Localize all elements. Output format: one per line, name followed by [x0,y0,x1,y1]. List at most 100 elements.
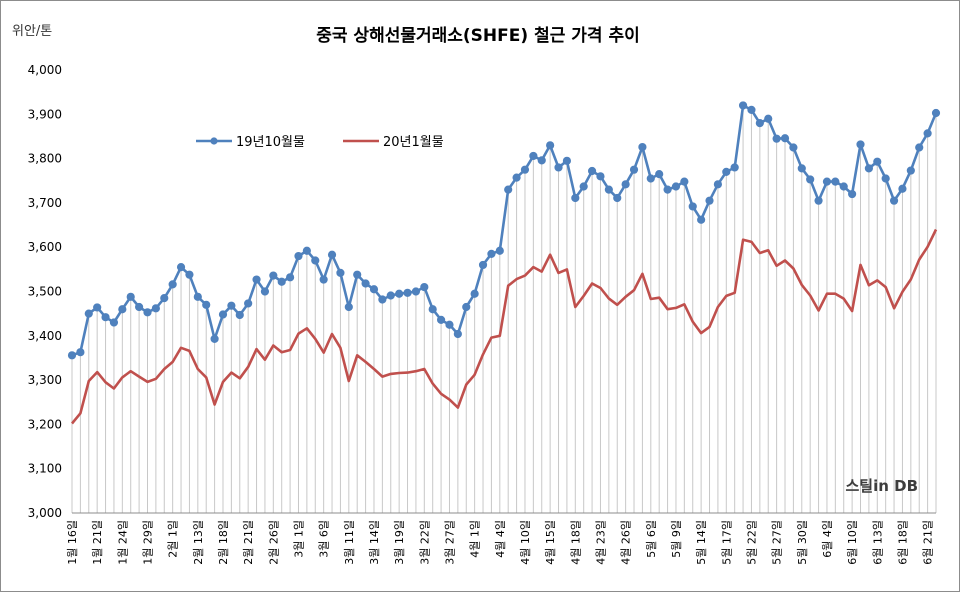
x-tick-label: 5월 17일 [719,520,733,565]
series-1-point [327,250,337,259]
series-1-point [822,177,832,186]
series-1-point [118,305,127,314]
series-1-point [478,260,488,270]
x-tick-label: 4월 10일 [518,520,532,565]
series-1-point [931,108,941,118]
series-1-point [814,196,823,205]
series-1-point [403,288,412,297]
series-1-point [571,193,580,203]
series-1-point [411,287,421,296]
series-1-point [529,151,538,161]
series-1-point [218,310,228,319]
series-1-point [386,291,395,300]
series-1-point [755,119,764,128]
series-1-point [353,270,362,279]
series-1-point [302,246,311,255]
series-1-point [621,180,630,189]
x-tick-label: 1월 24일 [115,520,129,565]
x-tick-label: 5월 6일 [644,520,658,558]
series-1-point [848,189,857,199]
series-1-point [604,185,613,194]
x-tick-label: 6월 4일 [820,520,834,558]
x-tick-label: 5월 30일 [795,520,809,565]
series-1-point [738,101,748,110]
x-tick-label: 3월 14일 [367,520,381,565]
series-1-point [160,294,169,303]
series-1-point [839,182,848,191]
x-tick-label: 1월 16일 [65,520,79,565]
series-1-point [546,141,555,150]
y-tick-label: 3,200 [28,417,62,431]
series-1-point [369,285,379,294]
series-1-point [436,315,446,324]
series-1-point [143,308,152,317]
series-1-point [311,256,320,265]
x-tick-label: 6월 18일 [895,520,909,565]
y-tick-label: 3,500 [28,285,62,299]
series-1-point [168,280,177,289]
series-1-point [730,163,739,172]
series-1-point [470,289,479,298]
series-1-point [537,156,546,165]
series-1-point [873,157,882,166]
x-tick-label: 5월 22일 [744,520,758,565]
series-1-point [277,277,286,286]
series-1-point [185,270,194,279]
series-1-point [445,320,454,329]
y-axis-unit: 위안/톤 [12,24,52,39]
series-1-point [428,305,437,314]
series-1-point [344,302,353,312]
series-1-point [495,246,504,255]
x-tick-label: 3월 1일 [291,520,305,558]
series-1-point [772,134,781,143]
series-1-point [294,251,303,261]
x-tick-label: 2월 21일 [241,520,255,565]
series-1-point [67,351,77,360]
x-tick-label: 6월 10일 [845,520,859,565]
series-1-point [722,167,731,176]
series-1-point [713,180,723,189]
series-1-point [202,300,211,309]
series-1-point [378,295,387,304]
series-1-point [126,292,135,301]
series-1-point [193,292,202,301]
series-1-point [806,175,815,184]
series-1-point [336,268,345,277]
legend-marker-1 [210,137,218,145]
y-tick-label: 3,000 [28,506,62,520]
series-1-point [453,329,462,339]
series-1-point [487,249,496,258]
series-1-point [789,143,798,152]
series-1-point [587,166,597,176]
series-1-point [462,302,471,312]
y-tick-label: 3,800 [28,152,62,166]
series-1-point [235,310,244,320]
series-1-point [671,182,681,191]
x-tick-label: 2월 26일 [266,520,280,565]
x-tick-label: 3월 6일 [317,520,331,558]
drop-lines [71,105,937,513]
series-line-2 [70,228,938,425]
series-1-point [596,172,605,181]
series-1-point [646,174,655,183]
x-tick-label: 5월 9일 [669,520,683,558]
series-1-point [705,196,714,205]
series-1-point [680,177,689,186]
series-1-point [688,202,697,211]
series-1-point [864,164,873,173]
series-1-point [319,275,328,284]
series-1-point [210,334,219,344]
series-1-point [663,185,672,194]
x-tick-label: 4월 1일 [468,520,482,558]
chart-title: 중국 상해선물거래소(SHFE) 철근 가격 추이 [316,26,640,46]
series-1-point [764,114,773,123]
x-tick-label: 6월 21일 [921,520,935,565]
series-1-point [797,164,806,173]
series-1-point [923,129,932,138]
series-1-point [638,142,647,152]
series-1-point [613,193,622,203]
legend-label-1: 19년10월물 [236,135,305,150]
series-1-point [889,196,899,205]
